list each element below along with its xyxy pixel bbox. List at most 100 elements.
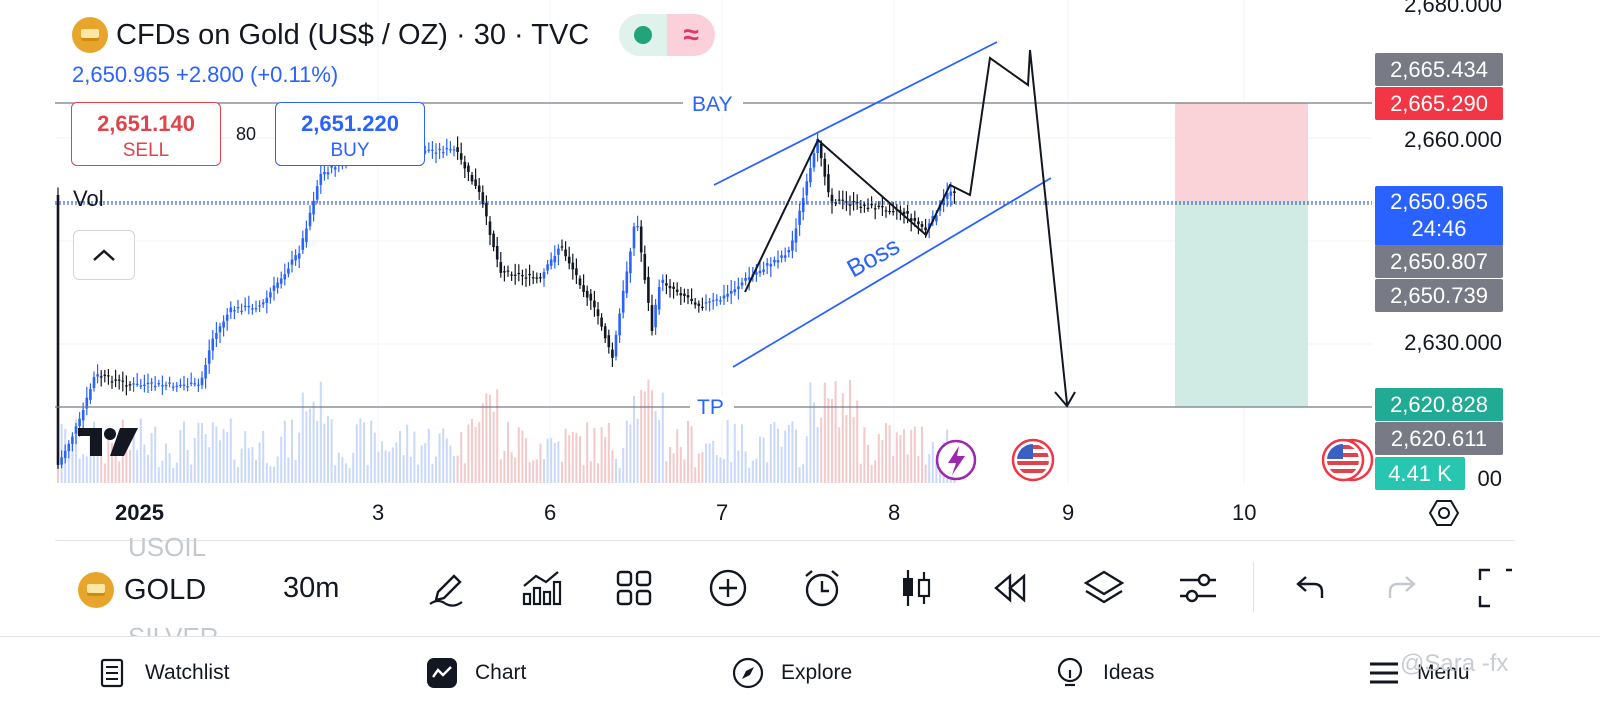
candle-body [265, 297, 269, 304]
indicators-button[interactable] [518, 566, 562, 610]
volume-bar [611, 450, 614, 483]
volume-bar [186, 450, 189, 483]
sell-button[interactable]: 2,651.140 SELL [71, 102, 221, 166]
volume-bar [888, 425, 891, 483]
candle-body [798, 210, 801, 225]
volume-bar [517, 427, 520, 483]
chart-area[interactable]: BAY TP Boss [0, 0, 1600, 540]
volume-bar [510, 452, 513, 483]
volume-bar [417, 464, 419, 483]
projection-arrowhead [1054, 391, 1076, 408]
nav-watchlist[interactable]: Watchlist [95, 656, 229, 690]
fullscreen-button[interactable] [1476, 566, 1512, 610]
sliders-icon [1180, 573, 1216, 603]
nav-ideas[interactable]: Ideas [1053, 656, 1154, 690]
volume-bar [391, 447, 394, 483]
volume-bar [730, 462, 733, 483]
buy-button[interactable]: 2,651.220 BUY [275, 102, 425, 166]
candle-body [297, 253, 301, 259]
volume-bar [683, 459, 686, 483]
volume-bar [759, 436, 761, 483]
prev-symbol[interactable]: USOIL [128, 532, 207, 562]
volume-bar [607, 422, 610, 483]
candle-body [74, 426, 78, 434]
volume-bar [337, 452, 340, 483]
candle-body [481, 192, 485, 205]
layouts-button[interactable] [612, 566, 656, 610]
object-tree-button[interactable] [1082, 566, 1126, 610]
volume-bar [525, 438, 527, 483]
earnings-flash-icon[interactable] [935, 439, 977, 481]
volume-indicator-label[interactable]: Vol [73, 186, 104, 211]
volume-bar [409, 456, 412, 483]
drawing-tools-button[interactable] [424, 566, 468, 610]
volume-bar [215, 426, 218, 483]
volume-bar [370, 420, 373, 483]
volume-bar [917, 456, 920, 483]
add-button[interactable] [706, 566, 750, 610]
candle-body [110, 381, 114, 383]
volume-bar [377, 451, 380, 483]
volume-bar [661, 392, 664, 483]
chart-type-button[interactable] [894, 566, 938, 610]
candle-body [668, 285, 672, 289]
candle-body [632, 226, 636, 249]
replay-button[interactable] [988, 566, 1032, 610]
take-profit-zone [1175, 201, 1308, 407]
next-symbol[interactable]: SILVER [128, 622, 219, 636]
candle-body [251, 308, 254, 310]
candle-body [783, 255, 787, 258]
price-tag: 2,650.739 [1375, 279, 1503, 312]
candle-body [888, 210, 891, 213]
candle-body [78, 418, 81, 427]
volume-bar [831, 398, 833, 483]
symbol-selector[interactable]: GOLD [78, 572, 206, 608]
volume-bar [485, 393, 488, 483]
channel-upper-line[interactable] [713, 41, 998, 186]
volume-bar [395, 442, 398, 483]
symbol-title[interactable]: CFDs on Gold (US$ / OZ) · 30 · TVC [116, 18, 590, 51]
us-flag-event-icon[interactable] [1011, 438, 1055, 482]
candle-body [726, 293, 729, 297]
stop-loss-zone [1175, 103, 1308, 201]
volume-bar [546, 438, 549, 483]
volume-bar [96, 456, 99, 483]
candle-body [542, 272, 546, 279]
candle-body [247, 305, 251, 308]
channel-lower-line[interactable] [732, 177, 1052, 368]
candle-body [182, 384, 186, 386]
volume-bar [737, 450, 740, 483]
collapse-indicators-button[interactable] [73, 230, 135, 280]
projection-path[interactable] [744, 49, 1068, 405]
volume-bar [280, 436, 283, 483]
candle-body [175, 385, 179, 387]
pencil-icon [429, 574, 463, 607]
nav-menu[interactable]: Menu [1367, 656, 1470, 690]
volume-bar [802, 464, 805, 483]
interval-selector[interactable]: 30m [283, 572, 340, 604]
settings-button[interactable] [1176, 566, 1220, 610]
candle-body [701, 306, 704, 308]
candle-body [272, 285, 276, 291]
us-flag-event-icon-right[interactable] [1321, 438, 1374, 482]
volume-bar [118, 461, 121, 483]
status-pill[interactable]: ≈ [619, 14, 716, 56]
candle-body [643, 254, 647, 280]
candle-body [827, 174, 830, 193]
chart-settings-icon[interactable] [1428, 500, 1460, 526]
nav-chart[interactable]: Chart [425, 656, 526, 690]
nav-explore[interactable]: Explore [731, 656, 852, 690]
candle-body [269, 292, 272, 298]
price-chart[interactable]: BAY TP Boss [0, 0, 1600, 540]
candle-body [629, 251, 632, 274]
redo-button[interactable] [1382, 566, 1426, 610]
market-open-dot-icon [619, 14, 668, 56]
undo-button[interactable] [1286, 566, 1330, 610]
candle-body [135, 383, 139, 385]
candle-body [639, 226, 643, 253]
sell-price: 2,651.140 [97, 111, 195, 136]
alerts-button[interactable] [800, 566, 844, 610]
candle-body [99, 376, 103, 378]
candle-body [92, 377, 96, 388]
candle-body [56, 194, 60, 465]
